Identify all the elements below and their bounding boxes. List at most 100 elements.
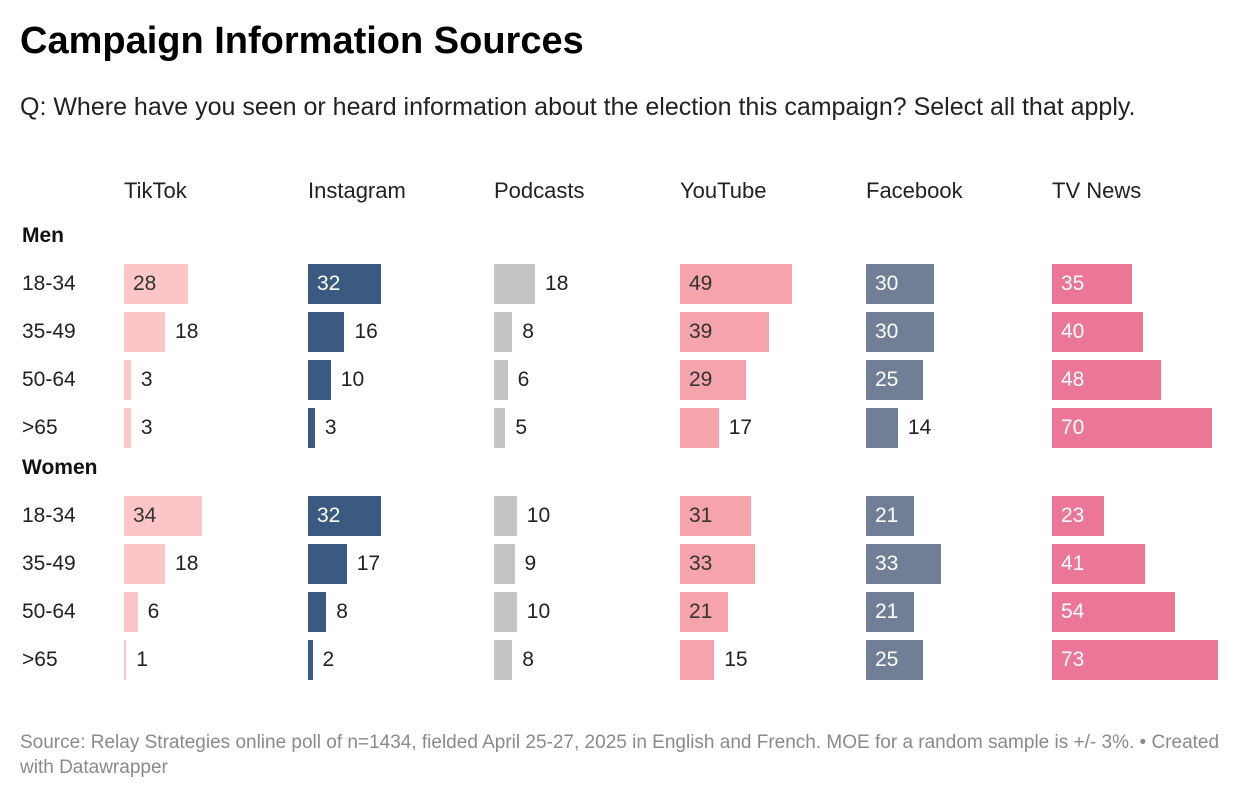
data-label: 18 [175,552,199,575]
bar-youtube [680,264,792,304]
bar-tv-news [1052,592,1176,632]
data-label: 28 [133,272,157,295]
data-label: 6 [517,368,530,391]
bar-tiktok [124,544,166,584]
bar-facebook [866,592,914,632]
bar-facebook [866,496,914,536]
bar-facebook [866,312,935,352]
row-label: 35-49 [22,552,76,575]
source-note: Source: Relay Strategies online poll of … [20,732,1135,753]
bar-tiktok [124,312,166,352]
group-label: Women [22,456,98,479]
data-label: 15 [724,648,748,671]
row-label: 18-34 [22,504,76,527]
data-label: 33 [875,552,899,575]
bar-youtube [680,408,719,448]
row-label: 50-64 [22,600,76,623]
column-header: Facebook [866,178,963,203]
data-label: 48 [1061,368,1085,391]
row-label: >65 [22,648,58,671]
data-label: 32 [317,504,341,527]
group-label: Men [22,224,64,247]
bar-tv-news [1052,640,1219,680]
bar-tiktok [124,408,131,448]
bar-instagram [308,312,345,352]
data-label: 39 [689,320,713,343]
bar-instagram [308,640,313,680]
bar-facebook [866,408,898,448]
bar-podcasts [494,360,508,400]
bar-instagram [308,592,327,632]
bar-youtube [680,544,756,584]
data-label: 41 [1061,552,1085,575]
bar-tv-news [1052,544,1146,584]
row-label: 18-34 [22,272,76,295]
bar-instagram [308,264,381,304]
data-label: 18 [175,320,199,343]
data-label: 10 [526,504,551,527]
data-label: 21 [875,600,899,623]
data-label: 32 [317,272,341,295]
bar-youtube [680,592,728,632]
data-label: 21 [875,504,899,527]
chart-title: Campaign Information Sources [20,20,584,62]
column-header: Podcasts [494,178,585,203]
bar-podcasts [494,264,536,304]
bar-tiktok [124,360,131,400]
data-label: 10 [340,368,365,391]
data-label: 40 [1061,320,1085,343]
bar-facebook [866,360,923,400]
bar-facebook [866,544,942,584]
data-label: 3 [324,416,337,439]
bar-podcasts [494,408,506,448]
bar-tv-news [1052,408,1212,448]
column-header: YouTube [680,178,767,203]
bar-instagram [308,408,315,448]
column-header: TikTok [124,178,187,203]
data-label: 18 [545,272,569,295]
data-label: 23 [1061,504,1085,527]
bar-podcasts [494,312,513,352]
data-label: 34 [133,504,157,527]
data-label: 17 [728,416,753,439]
data-label: 30 [875,272,899,295]
data-label: 17 [356,552,381,575]
data-label: 73 [1061,648,1085,671]
chart-subtitle: Q: Where have you seen or heard informat… [20,93,1136,121]
bar-instagram [308,544,347,584]
row-label: 35-49 [22,320,76,343]
bar-tiktok [124,592,138,632]
data-label: 31 [689,504,713,527]
data-label: 33 [689,552,713,575]
bar-tiktok [124,496,202,536]
data-label: 3 [140,416,153,439]
data-label: 25 [875,648,899,671]
data-label: 9 [524,552,537,575]
bar-tv-news [1052,496,1105,536]
data-label: 8 [522,320,534,343]
bar-podcasts [494,640,513,680]
data-label: 3 [140,368,153,391]
column-header: Instagram [308,178,406,203]
data-label: 29 [689,368,713,391]
bar-podcasts [494,544,515,584]
credit-note: • Created with Datawrapper [20,732,1220,778]
bar-youtube [680,640,715,680]
data-label: 30 [875,320,899,343]
bar-youtube [680,312,769,352]
data-label: 16 [354,320,378,343]
row-label: >65 [22,416,58,439]
bar-podcasts [494,592,517,632]
bar-podcasts [494,496,517,536]
column-header: TV News [1052,178,1142,203]
data-label: 6 [147,600,160,623]
data-label: 1 [136,648,148,671]
data-label: 70 [1061,416,1085,439]
bar-tiktok [124,640,127,680]
bar-youtube [680,360,747,400]
data-label: 49 [689,272,713,295]
bar-tv-news [1052,264,1132,304]
data-label: 8 [336,600,348,623]
data-label: 21 [689,600,713,623]
